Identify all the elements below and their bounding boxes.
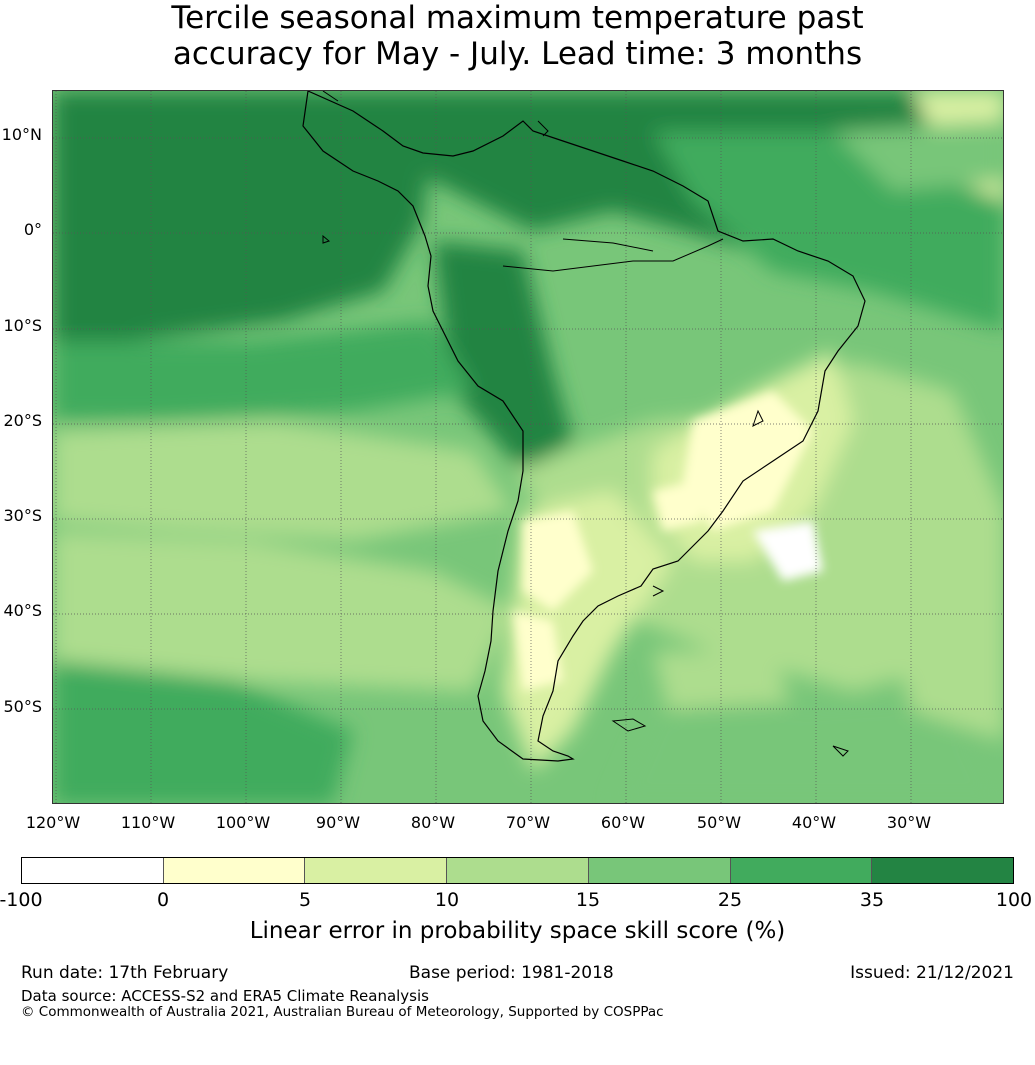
data-source: Data source: ACCESS-S2 and ERA5 Climate …: [21, 987, 429, 1005]
lon-label-80w: 80°W: [410, 813, 456, 832]
lat-label-0: 0°: [23, 220, 42, 239]
base-period: Base period: 1981-2018: [409, 963, 614, 983]
run-date: Run date: 17th February: [21, 963, 229, 983]
skill-zones: [53, 91, 1003, 803]
issued-date: Issued: 21/12/2021: [850, 963, 1014, 983]
title-line-1: Tercile seasonal maximum temperature pas…: [171, 0, 864, 36]
lat-label-10s: 10°S: [3, 316, 42, 335]
lon-label-40w: 40°W: [791, 813, 837, 832]
lon-label-70w: 70°W: [505, 813, 551, 832]
lon-label-50w: 50°W: [696, 813, 742, 832]
skill-score-map: [52, 90, 1004, 804]
colorbar-tick: 0: [156, 889, 170, 911]
rivers-and-lakes: [502, 238, 764, 597]
lon-label-60w: 60°W: [600, 813, 646, 832]
lon-label-90w: 90°W: [315, 813, 361, 832]
colorbar-segment-2: [163, 858, 306, 883]
colorbar-tick: 35: [859, 889, 885, 911]
colorbar-segment-5: [588, 858, 731, 883]
colorbar-label: Linear error in probability space skill …: [249, 918, 786, 944]
high-skill-patches: [513, 391, 823, 691]
colorbar-segment-6: [730, 858, 873, 883]
colorbar-tick: 5: [298, 889, 312, 911]
lat-label-40s: 40°S: [3, 601, 42, 620]
colorbar-tick: 100: [995, 889, 1033, 911]
colorbar-segment-3: [305, 858, 448, 883]
colorbar-segment-1: [22, 858, 164, 883]
map-title: Tercile seasonal maximum temperature pas…: [0, 0, 1035, 72]
lat-label-30s: 30°S: [3, 506, 42, 525]
lon-label-100w: 100°W: [215, 813, 271, 832]
colorbar-tick: 25: [717, 889, 743, 911]
copyright: © Commonwealth of Australia 2021, Austra…: [21, 1004, 664, 1020]
lat-label-50s: 50°S: [3, 697, 42, 716]
colorbar-tick: 10: [434, 889, 460, 911]
lon-label-120w: 120°W: [25, 813, 81, 832]
islands: [322, 91, 849, 757]
south-america-coastline: [302, 91, 866, 762]
colorbar-tick: 15: [575, 889, 601, 911]
lon-label-30w: 30°W: [886, 813, 932, 832]
gridlines: [53, 91, 1003, 803]
lat-label-10n: 10°N: [1, 125, 42, 144]
colorbar-tick: -100: [0, 889, 43, 911]
lon-label-110w: 110°W: [120, 813, 176, 832]
lat-label-20s: 20°S: [3, 411, 42, 430]
colorbar: [21, 857, 1014, 884]
colorbar-segment-4: [447, 858, 589, 883]
colorbar-segment-7: [872, 858, 1014, 883]
title-line-2: accuracy for May - July. Lead time: 3 mo…: [172, 36, 863, 72]
map-canvas: [53, 91, 1003, 803]
